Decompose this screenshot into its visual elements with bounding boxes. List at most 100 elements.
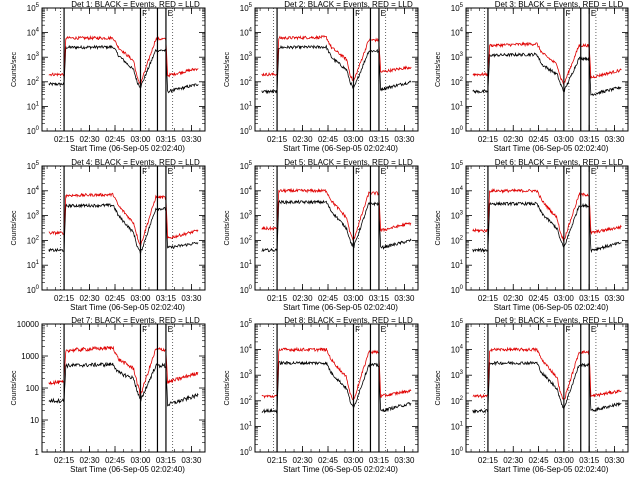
series-black-line: [48, 361, 199, 407]
x-tick-label: 03:00: [343, 456, 364, 465]
flag-marker: F: [566, 9, 571, 18]
flag-marker: E: [591, 9, 596, 18]
x-tick-label: 03:30: [394, 294, 415, 303]
series-black-line: [48, 44, 199, 94]
y-tick-label: 104: [451, 345, 464, 355]
x-axis-label: Start Time (06-Sep-05 02:02:40): [283, 303, 398, 312]
flag-marker: F: [355, 325, 360, 334]
x-tick-label: 03:00: [554, 456, 575, 465]
flag-marker: F: [142, 167, 147, 176]
x-tick-label: 02:15: [54, 135, 75, 144]
x-tick-label: 03:30: [604, 135, 625, 144]
y-tick-label: 105: [451, 319, 464, 329]
y-tick-label: 100: [26, 384, 40, 393]
panel-det-3: 100 101 102 103 104 105 02:15 02:30 02:45 03:00 03…: [435, 0, 629, 153]
y-tick-label: 100: [451, 447, 464, 457]
x-tick-label: 03:30: [394, 135, 415, 144]
x-tick-label: 03:30: [604, 294, 625, 303]
y-tick-label: 105: [27, 3, 40, 13]
y-tick-label: 101: [240, 260, 253, 270]
y-tick-label: 105: [451, 3, 464, 13]
x-tick-label: 03:15: [579, 135, 600, 144]
y-tick-label: 105: [240, 161, 253, 171]
series-red-line: [472, 346, 622, 401]
x-axis-label: Start Time (06-Sep-05 02:02:40): [494, 303, 609, 312]
panel-title: Det 9: BLACK = Events, RED = LLD: [495, 316, 624, 325]
y-axis-label: Counts/sec: [435, 210, 442, 246]
y-axis-label: Counts/sec: [11, 370, 18, 406]
x-tick-label: 02:45: [105, 294, 126, 303]
y-tick-label: 101: [451, 421, 464, 431]
series-black-line: [48, 202, 199, 255]
x-tick-label: 03:15: [156, 294, 177, 303]
y-tick-label: 1000: [21, 352, 39, 361]
series-red-line: [261, 346, 412, 401]
plot-frame: [41, 323, 206, 453]
y-tick-label: 103: [27, 52, 40, 62]
x-axis-label: Start Time (06-Sep-05 02:02:40): [70, 465, 185, 474]
y-axis-label: Counts/sec: [435, 51, 442, 87]
flag-marker: E: [381, 9, 386, 18]
y-tick-label: 100: [240, 447, 253, 457]
flag-marker: E: [591, 325, 596, 334]
panel-det-2: 100 101 102 103 104 105 02:15 02:30 02:45 03:00 03…: [224, 0, 419, 153]
plot-frame: [41, 165, 206, 291]
x-tick-label: 02:15: [478, 294, 499, 303]
y-tick-label: 100: [240, 285, 253, 295]
x-tick-label: 02:45: [318, 456, 339, 465]
y-tick-label: 104: [240, 186, 253, 196]
y-tick-label: 102: [27, 77, 40, 87]
series-black-line: [472, 200, 622, 254]
x-tick-label: 02:45: [529, 135, 550, 144]
plot-frame: [465, 323, 629, 453]
series-red-line: [261, 187, 412, 241]
panel-title: Det 7: BLACK = Events, RED = LLD: [71, 316, 200, 325]
x-tick-label: 02:30: [293, 135, 314, 144]
y-tick-label: 105: [27, 161, 40, 171]
y-tick-label: 101: [27, 101, 40, 111]
y-tick-label: 102: [240, 396, 253, 406]
x-tick-label: 02:15: [478, 135, 499, 144]
flag-marker: F: [355, 9, 360, 18]
flag-marker: E: [381, 325, 386, 334]
series-red-line: [261, 34, 412, 83]
panel-det-7: 1 10 100 1000 10000 02:15 02:30 02:45 03:00 03:15…: [11, 316, 206, 474]
x-tick-label: 02:45: [318, 135, 339, 144]
x-tick-label: 03:15: [579, 456, 600, 465]
x-tick-label: 02:30: [293, 294, 314, 303]
y-tick-label: 104: [240, 28, 253, 38]
y-tick-label: 104: [451, 186, 464, 196]
panel-det-8: 100 101 102 103 104 105 02:15 02:30 02:45 03:00 03…: [224, 316, 419, 474]
x-tick-label: 02:30: [80, 456, 101, 465]
x-tick-label: 02:30: [503, 294, 524, 303]
x-tick-label: 02:30: [293, 456, 314, 465]
plot-frame: [465, 165, 629, 291]
panel-det-9: 100 101 102 103 104 105 02:15 02:30 02:45 03:00 03…: [435, 316, 629, 474]
x-axis-label: Start Time (06-Sep-05 02:02:40): [494, 465, 609, 474]
x-axis-label: Start Time (06-Sep-05 02:02:40): [70, 303, 185, 312]
x-tick-label: 03:00: [130, 456, 151, 465]
y-tick-label: 103: [240, 211, 253, 221]
plot-frame: [254, 323, 419, 453]
x-tick-label: 02:30: [503, 135, 524, 144]
series-black-line: [472, 360, 622, 414]
y-tick-label: 103: [240, 52, 253, 62]
panel-title: Det 1: BLACK = Events, RED = LLD: [71, 0, 200, 9]
y-tick-label: 100: [27, 126, 40, 136]
x-tick-label: 03:30: [181, 135, 202, 144]
panel-title: Det 3: BLACK = Events, RED = LLD: [495, 0, 624, 9]
flag-marker: F: [142, 9, 147, 18]
flag-marker: E: [381, 167, 386, 176]
x-tick-label: 02:15: [54, 294, 75, 303]
series-black-line: [261, 44, 412, 95]
x-tick-label: 03:30: [181, 294, 202, 303]
panel-title: Det 8: BLACK = Events, RED = LLD: [284, 316, 413, 325]
panel-title: Det 6: BLACK = Events, RED = LLD: [495, 158, 624, 167]
x-tick-label: 02:30: [80, 135, 101, 144]
x-tick-label: 02:15: [267, 456, 288, 465]
x-tick-label: 03:00: [343, 294, 364, 303]
x-tick-label: 02:30: [80, 294, 101, 303]
y-tick-label: 100: [27, 285, 40, 295]
y-tick-label: 103: [451, 370, 464, 380]
x-tick-label: 03:30: [181, 456, 202, 465]
